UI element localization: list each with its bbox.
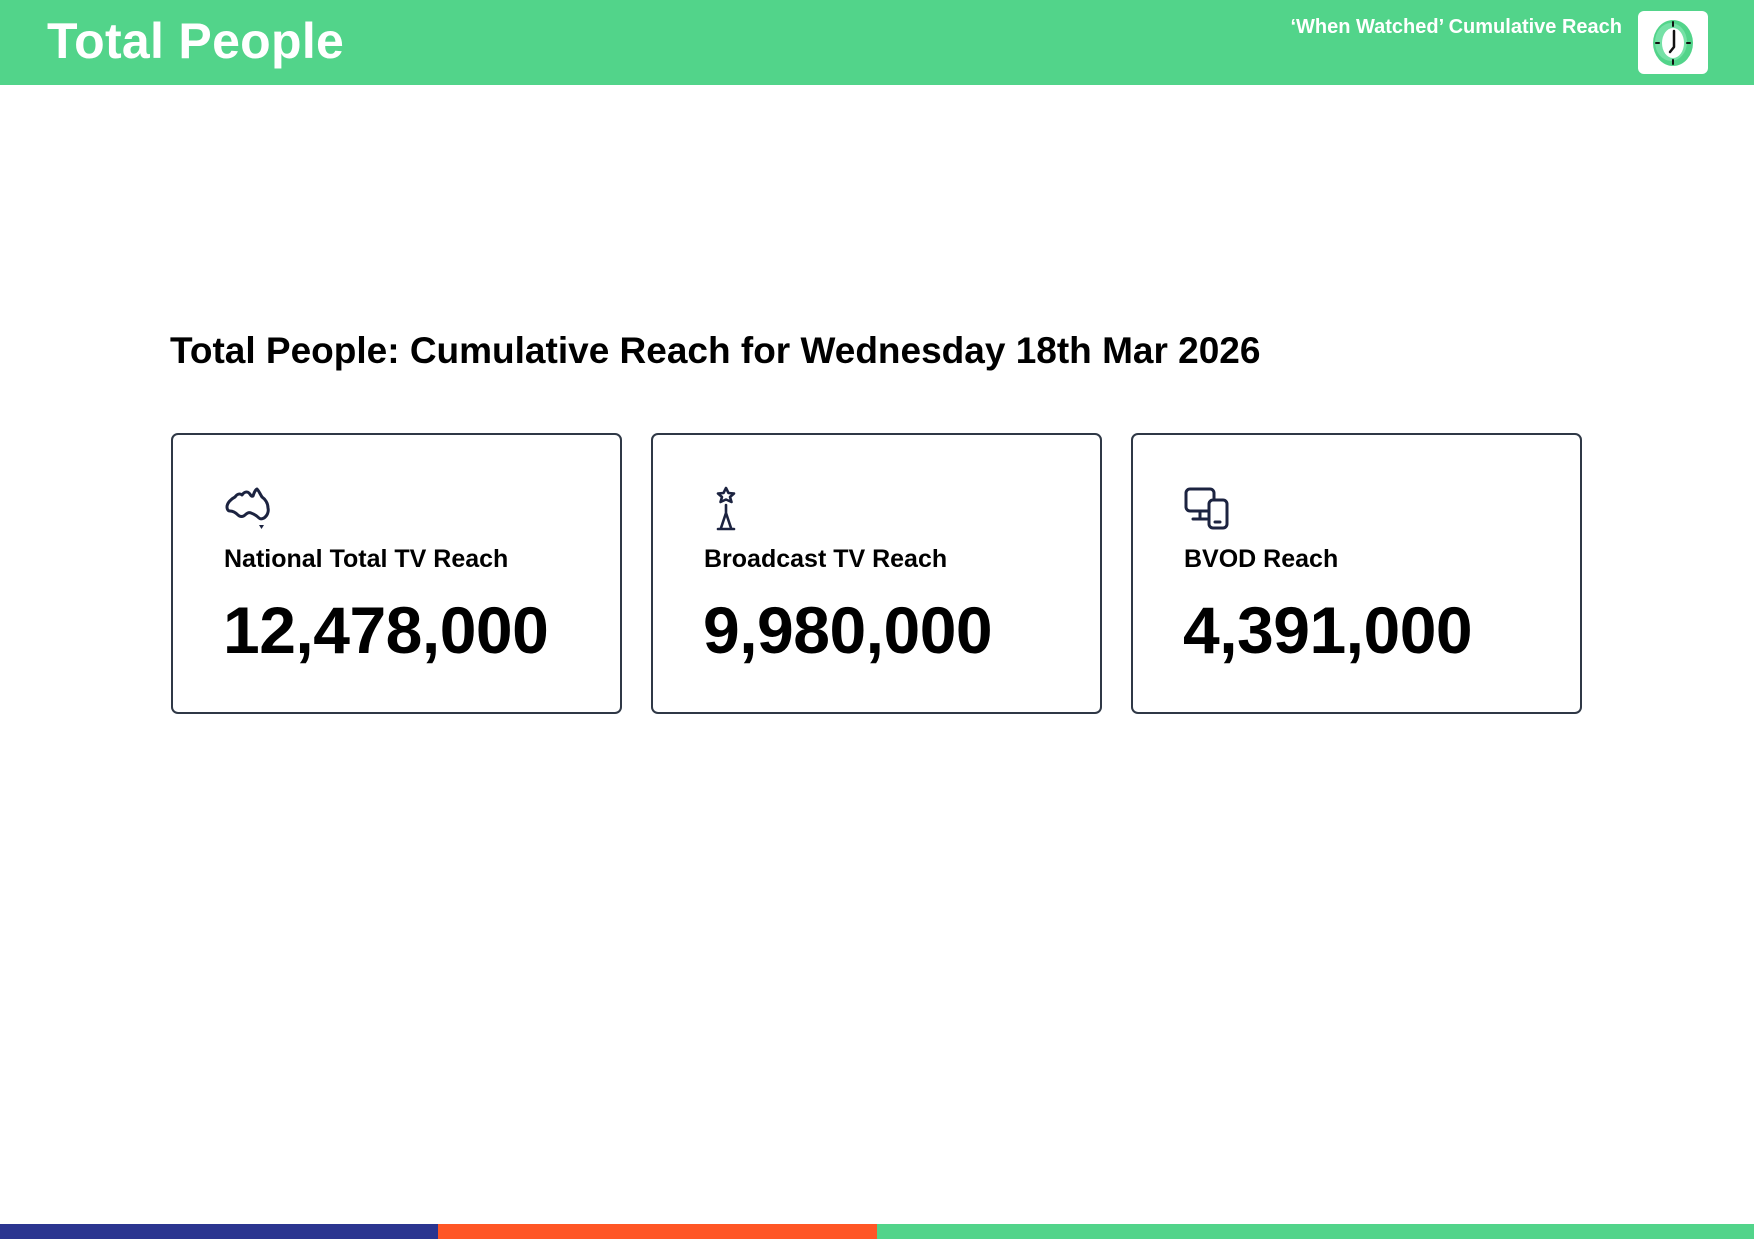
card-broadcast-tv-reach: Broadcast TV Reach 9,980,000 xyxy=(651,433,1102,714)
card-label: Broadcast TV Reach xyxy=(704,545,948,573)
card-label: BVOD Reach xyxy=(1184,545,1339,573)
footer-bar-navy xyxy=(0,1224,438,1239)
footer-bar-orange xyxy=(438,1224,877,1239)
card-value: 12,478,000 xyxy=(223,593,549,667)
card-label: National Total TV Reach xyxy=(224,545,509,573)
broadcast-tower-icon xyxy=(716,486,736,531)
card-bvod-reach: BVOD Reach 4,391,000 xyxy=(1131,433,1582,714)
australia-map-icon xyxy=(225,487,270,529)
card-national-total-tv-reach: National Total TV Reach 12,478,000 xyxy=(171,433,622,714)
header-bar: Total People ‘When Watched’ Cumulative R… xyxy=(0,0,1754,85)
card-value: 4,391,000 xyxy=(1183,593,1473,667)
devices-icon xyxy=(1184,487,1229,530)
card-value: 9,980,000 xyxy=(703,593,993,667)
header-title: Total People xyxy=(47,13,345,69)
clock-icon xyxy=(1653,19,1693,66)
page-title: Total People: Cumulative Reach for Wedne… xyxy=(170,330,1261,371)
footer-bar-green xyxy=(877,1224,1754,1239)
clock-badge xyxy=(1638,11,1708,74)
footer-color-bar xyxy=(0,1224,1754,1239)
header-subtitle: ‘When Watched’ Cumulative Reach xyxy=(1290,16,1622,38)
